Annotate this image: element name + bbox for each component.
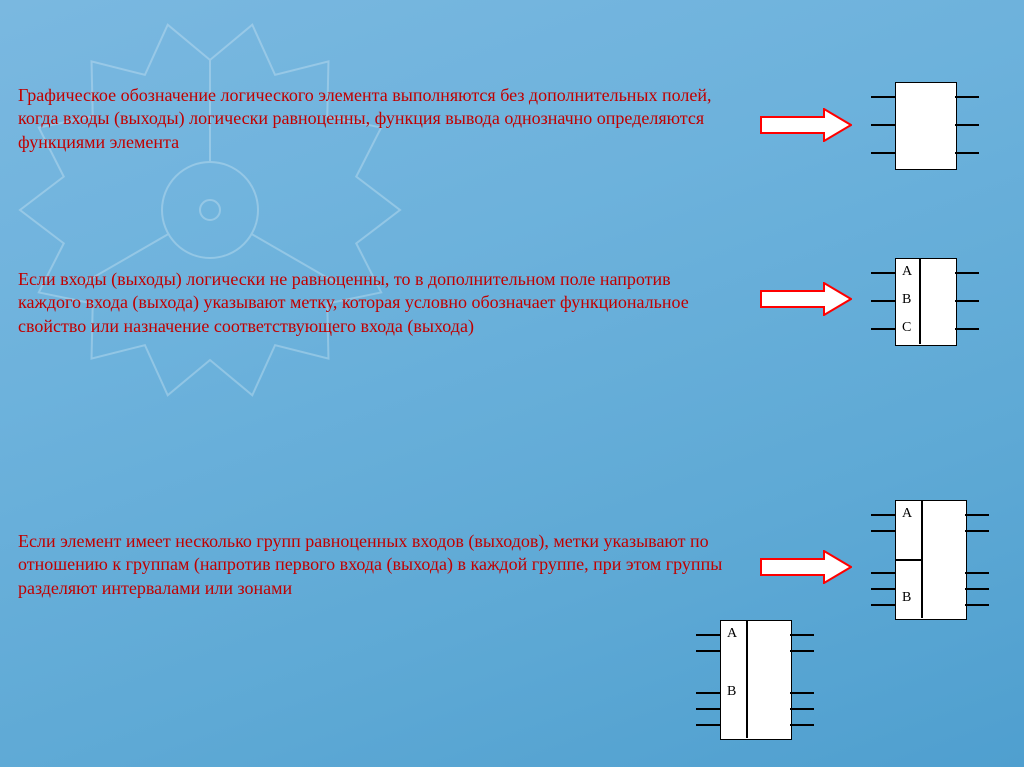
arrow-a2	[760, 282, 852, 316]
block-label: A	[902, 506, 912, 522]
pin	[965, 604, 989, 606]
divider	[746, 620, 748, 738]
pin	[965, 572, 989, 574]
pin	[965, 514, 989, 516]
block-label: B	[902, 590, 911, 606]
pin	[696, 708, 720, 710]
pin	[955, 96, 979, 98]
pin	[871, 124, 895, 126]
block-label: B	[902, 292, 911, 308]
arrow-a1	[760, 108, 852, 142]
divider	[921, 500, 923, 618]
pin	[790, 634, 814, 636]
paragraph-p1: Графическое обозначение логического элем…	[18, 84, 738, 154]
paragraph-p3: Если элемент имеет несколько групп равно…	[18, 530, 738, 600]
pin	[955, 124, 979, 126]
pin	[871, 514, 895, 516]
pin	[790, 692, 814, 694]
block-label: B	[727, 684, 736, 700]
pin	[790, 650, 814, 652]
pin	[955, 272, 979, 274]
pin	[965, 588, 989, 590]
pin	[871, 530, 895, 532]
arrow-a3	[760, 550, 852, 584]
pin	[790, 724, 814, 726]
pin	[871, 588, 895, 590]
block-label: A	[727, 626, 737, 642]
divider	[919, 258, 921, 344]
block-label: C	[902, 320, 911, 336]
pin	[696, 634, 720, 636]
pin	[955, 152, 979, 154]
pin	[955, 300, 979, 302]
pin	[965, 530, 989, 532]
pin	[696, 692, 720, 694]
block-label: A	[902, 264, 912, 280]
logic-block-b1	[895, 82, 957, 170]
background-gear	[0, 0, 420, 420]
pin	[696, 650, 720, 652]
paragraph-p2: Если входы (выходы) логически не равноце…	[18, 268, 738, 338]
pin	[871, 604, 895, 606]
pin	[871, 152, 895, 154]
divider	[895, 559, 921, 561]
pin	[871, 272, 895, 274]
pin	[790, 708, 814, 710]
pin	[871, 328, 895, 330]
pin	[696, 724, 720, 726]
pin	[871, 96, 895, 98]
pin	[955, 328, 979, 330]
pin	[871, 300, 895, 302]
pin	[871, 572, 895, 574]
